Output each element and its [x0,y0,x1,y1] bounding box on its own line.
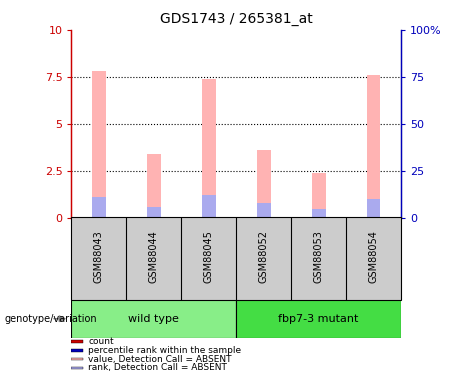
Text: percentile rank within the sample: percentile rank within the sample [88,346,241,355]
Text: GSM88045: GSM88045 [204,230,214,283]
Bar [71,340,83,343]
Text: rank, Detection Call = ABSENT: rank, Detection Call = ABSENT [88,363,227,372]
Text: GSM88043: GSM88043 [94,230,104,283]
Bar [367,199,380,217]
Bar [71,367,83,369]
Bar [202,79,216,218]
Text: GSM88054: GSM88054 [369,230,378,283]
Text: count: count [88,337,114,346]
Bar [71,358,83,360]
Text: fbp7-3 mutant: fbp7-3 mutant [278,314,359,324]
Bar [312,209,325,218]
Text: GSM88044: GSM88044 [149,230,159,283]
Bar [71,300,236,338]
Bar [147,154,161,218]
Bar [202,195,216,217]
Title: GDS1743 / 265381_at: GDS1743 / 265381_at [160,12,313,26]
Bar [312,172,325,217]
Bar [257,203,271,217]
Text: value, Detection Call = ABSENT: value, Detection Call = ABSENT [88,355,231,364]
Text: genotype/variation: genotype/variation [5,315,97,324]
Text: wild type: wild type [129,314,179,324]
Text: GSM88052: GSM88052 [259,230,269,283]
Bar [92,197,106,217]
Bar [257,150,271,217]
Bar [71,349,83,351]
Bar [367,75,380,217]
Bar [92,71,106,217]
Bar [236,300,401,338]
Bar [147,207,161,218]
Text: GSM88053: GSM88053 [313,230,324,283]
